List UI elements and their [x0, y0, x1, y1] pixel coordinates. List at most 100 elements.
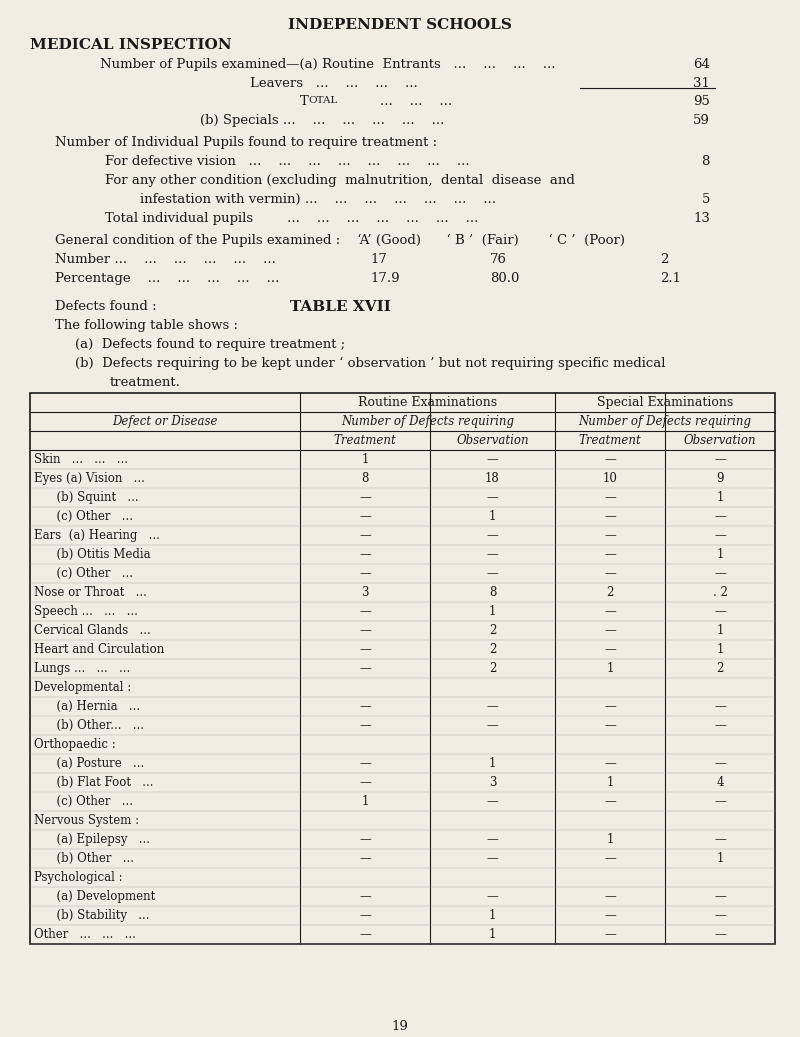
- Text: Nervous System :: Nervous System :: [34, 814, 139, 826]
- Text: —: —: [359, 833, 371, 846]
- Text: —: —: [359, 928, 371, 941]
- Text: —: —: [486, 719, 498, 732]
- Text: MEDICAL INSPECTION: MEDICAL INSPECTION: [30, 38, 232, 52]
- Text: 2: 2: [606, 586, 614, 599]
- Text: —: —: [714, 757, 726, 770]
- Text: —: —: [714, 567, 726, 580]
- Text: ...    ...    ...: ... ... ...: [380, 95, 452, 108]
- Text: —: —: [359, 719, 371, 732]
- Text: infestation with vermin) ...    ...    ...    ...    ...    ...    ...: infestation with vermin) ... ... ... ...…: [140, 193, 496, 206]
- Text: 31: 31: [693, 77, 710, 90]
- Text: 10: 10: [602, 472, 618, 485]
- Text: Defect or Disease: Defect or Disease: [112, 415, 218, 428]
- Text: —: —: [486, 795, 498, 808]
- Text: —: —: [486, 890, 498, 903]
- Text: (b) Other...   ...: (b) Other... ...: [34, 719, 144, 732]
- Text: (a) Hernia   ...: (a) Hernia ...: [34, 700, 140, 713]
- Text: —: —: [714, 928, 726, 941]
- Text: 2: 2: [716, 662, 724, 675]
- Text: 1: 1: [489, 909, 496, 922]
- Text: —: —: [359, 776, 371, 789]
- Text: (a) Epilepsy   ...: (a) Epilepsy ...: [34, 833, 150, 846]
- Text: Developmental :: Developmental :: [34, 681, 131, 694]
- Text: —: —: [604, 567, 616, 580]
- Text: 8: 8: [702, 155, 710, 168]
- Text: Defects found :: Defects found :: [55, 300, 157, 313]
- Text: —: —: [359, 662, 371, 675]
- Text: —: —: [604, 852, 616, 865]
- Text: Lungs ...   ...   ...: Lungs ... ... ...: [34, 662, 130, 675]
- Text: 1: 1: [489, 928, 496, 941]
- Text: Nose or Throat   ...: Nose or Throat ...: [34, 586, 147, 599]
- Text: 1: 1: [606, 776, 614, 789]
- Text: 2: 2: [489, 624, 496, 637]
- Text: (a) Development: (a) Development: [34, 890, 155, 903]
- Text: 8: 8: [362, 472, 369, 485]
- Text: INDEPENDENT SCHOOLS: INDEPENDENT SCHOOLS: [288, 18, 512, 32]
- Text: Ears  (a) Hearing   ...: Ears (a) Hearing ...: [34, 529, 160, 542]
- Text: —: —: [359, 605, 371, 618]
- Text: —: —: [359, 567, 371, 580]
- Text: Number ...    ...    ...    ...    ...    ...: Number ... ... ... ... ... ...: [55, 253, 276, 267]
- Text: Psychological :: Psychological :: [34, 871, 122, 884]
- Text: Skin   ...   ...   ...: Skin ... ... ...: [34, 453, 128, 466]
- Text: 1: 1: [716, 852, 724, 865]
- Text: (b)  Defects requiring to be kept under ‘ observation ’ but not requiring specif: (b) Defects requiring to be kept under ‘…: [75, 357, 666, 370]
- Text: Observation: Observation: [684, 435, 756, 447]
- Text: —: —: [359, 624, 371, 637]
- Text: —: —: [604, 605, 616, 618]
- Text: For defective vision   ...    ...    ...    ...    ...    ...    ...    ...: For defective vision ... ... ... ... ...…: [105, 155, 470, 168]
- Text: (b) Stability   ...: (b) Stability ...: [34, 909, 150, 922]
- Text: —: —: [359, 491, 371, 504]
- Text: (b) Squint   ...: (b) Squint ...: [34, 491, 138, 504]
- Text: treatment.: treatment.: [110, 376, 181, 389]
- Text: —: —: [359, 852, 371, 865]
- Text: Special Examinations: Special Examinations: [597, 396, 733, 409]
- Text: —: —: [604, 719, 616, 732]
- Text: Percentage    ...    ...    ...    ...    ...: Percentage ... ... ... ... ...: [55, 272, 279, 285]
- Text: —: —: [486, 529, 498, 542]
- Text: 17.9: 17.9: [370, 272, 400, 285]
- Text: 4: 4: [716, 776, 724, 789]
- Text: —: —: [604, 643, 616, 656]
- Text: Total individual pupils        ...    ...    ...    ...    ...    ...    ...: Total individual pupils ... ... ... ... …: [105, 212, 478, 225]
- Text: 1: 1: [606, 833, 614, 846]
- Text: Number of Pupils examined—(a) Routine  Entrants   ...    ...    ...    ...: Number of Pupils examined—(a) Routine En…: [100, 58, 555, 71]
- Text: (c) Other   ...: (c) Other ...: [34, 795, 133, 808]
- Text: —: —: [714, 605, 726, 618]
- Text: OTAL: OTAL: [308, 96, 338, 105]
- Text: —: —: [604, 548, 616, 561]
- Text: —: —: [359, 700, 371, 713]
- Text: 2: 2: [489, 643, 496, 656]
- Text: 2.1: 2.1: [660, 272, 681, 285]
- Text: —: —: [486, 548, 498, 561]
- Text: Number of Individual Pupils found to require treatment :: Number of Individual Pupils found to req…: [55, 136, 437, 149]
- Text: 19: 19: [391, 1020, 409, 1033]
- Text: —: —: [486, 453, 498, 466]
- Text: Treatment: Treatment: [578, 435, 642, 447]
- Text: Speech ...   ...   ...: Speech ... ... ...: [34, 605, 138, 618]
- Text: 1: 1: [362, 453, 369, 466]
- Text: 3: 3: [489, 776, 496, 789]
- Text: (c) Other   ...: (c) Other ...: [34, 567, 133, 580]
- Text: General condition of the Pupils examined :    ‘A’ (Good)      ‘ B ’  (Fair)     : General condition of the Pupils examined…: [55, 234, 625, 247]
- Text: —: —: [604, 928, 616, 941]
- Text: —: —: [486, 700, 498, 713]
- Text: —: —: [359, 529, 371, 542]
- Text: —: —: [604, 510, 616, 523]
- Text: 64: 64: [693, 58, 710, 71]
- Text: . 2: . 2: [713, 586, 727, 599]
- Text: 95: 95: [693, 95, 710, 108]
- Text: —: —: [714, 529, 726, 542]
- Text: —: —: [486, 852, 498, 865]
- Text: —: —: [604, 757, 616, 770]
- Text: —: —: [714, 795, 726, 808]
- Text: Observation: Observation: [456, 435, 529, 447]
- Text: (b) Other   ...: (b) Other ...: [34, 852, 134, 865]
- Text: —: —: [604, 890, 616, 903]
- Text: Eyes (a) Vision   ...: Eyes (a) Vision ...: [34, 472, 145, 485]
- Text: 1: 1: [606, 662, 614, 675]
- Text: Routine Examinations: Routine Examinations: [358, 396, 497, 409]
- Text: (a)  Defects found to require treatment ;: (a) Defects found to require treatment ;: [75, 338, 346, 351]
- Text: —: —: [359, 510, 371, 523]
